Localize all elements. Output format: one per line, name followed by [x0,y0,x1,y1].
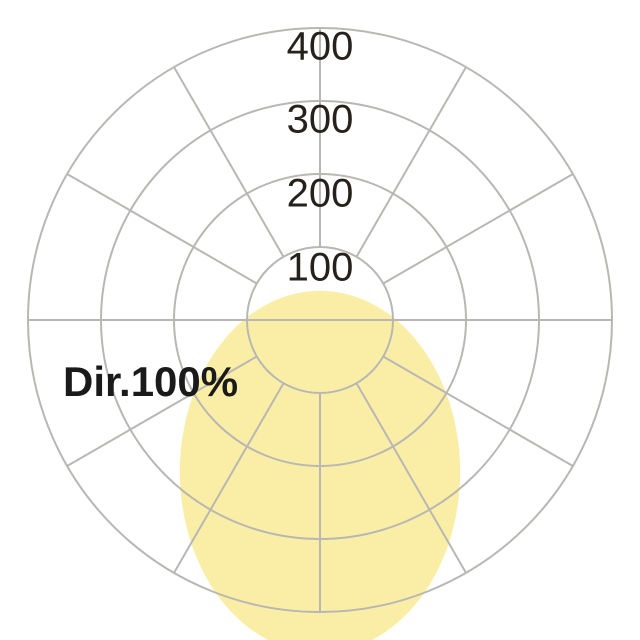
direction-label: Dir.100% [63,358,238,406]
ring-label-200: 200 [287,172,354,217]
ring-label-300: 300 [287,98,354,143]
polar-diagram: 100 200 300 400 Dir.100% [0,0,640,640]
ring-label-400: 400 [287,25,354,70]
polar-svg [0,0,640,640]
ring-label-100: 100 [287,246,354,291]
